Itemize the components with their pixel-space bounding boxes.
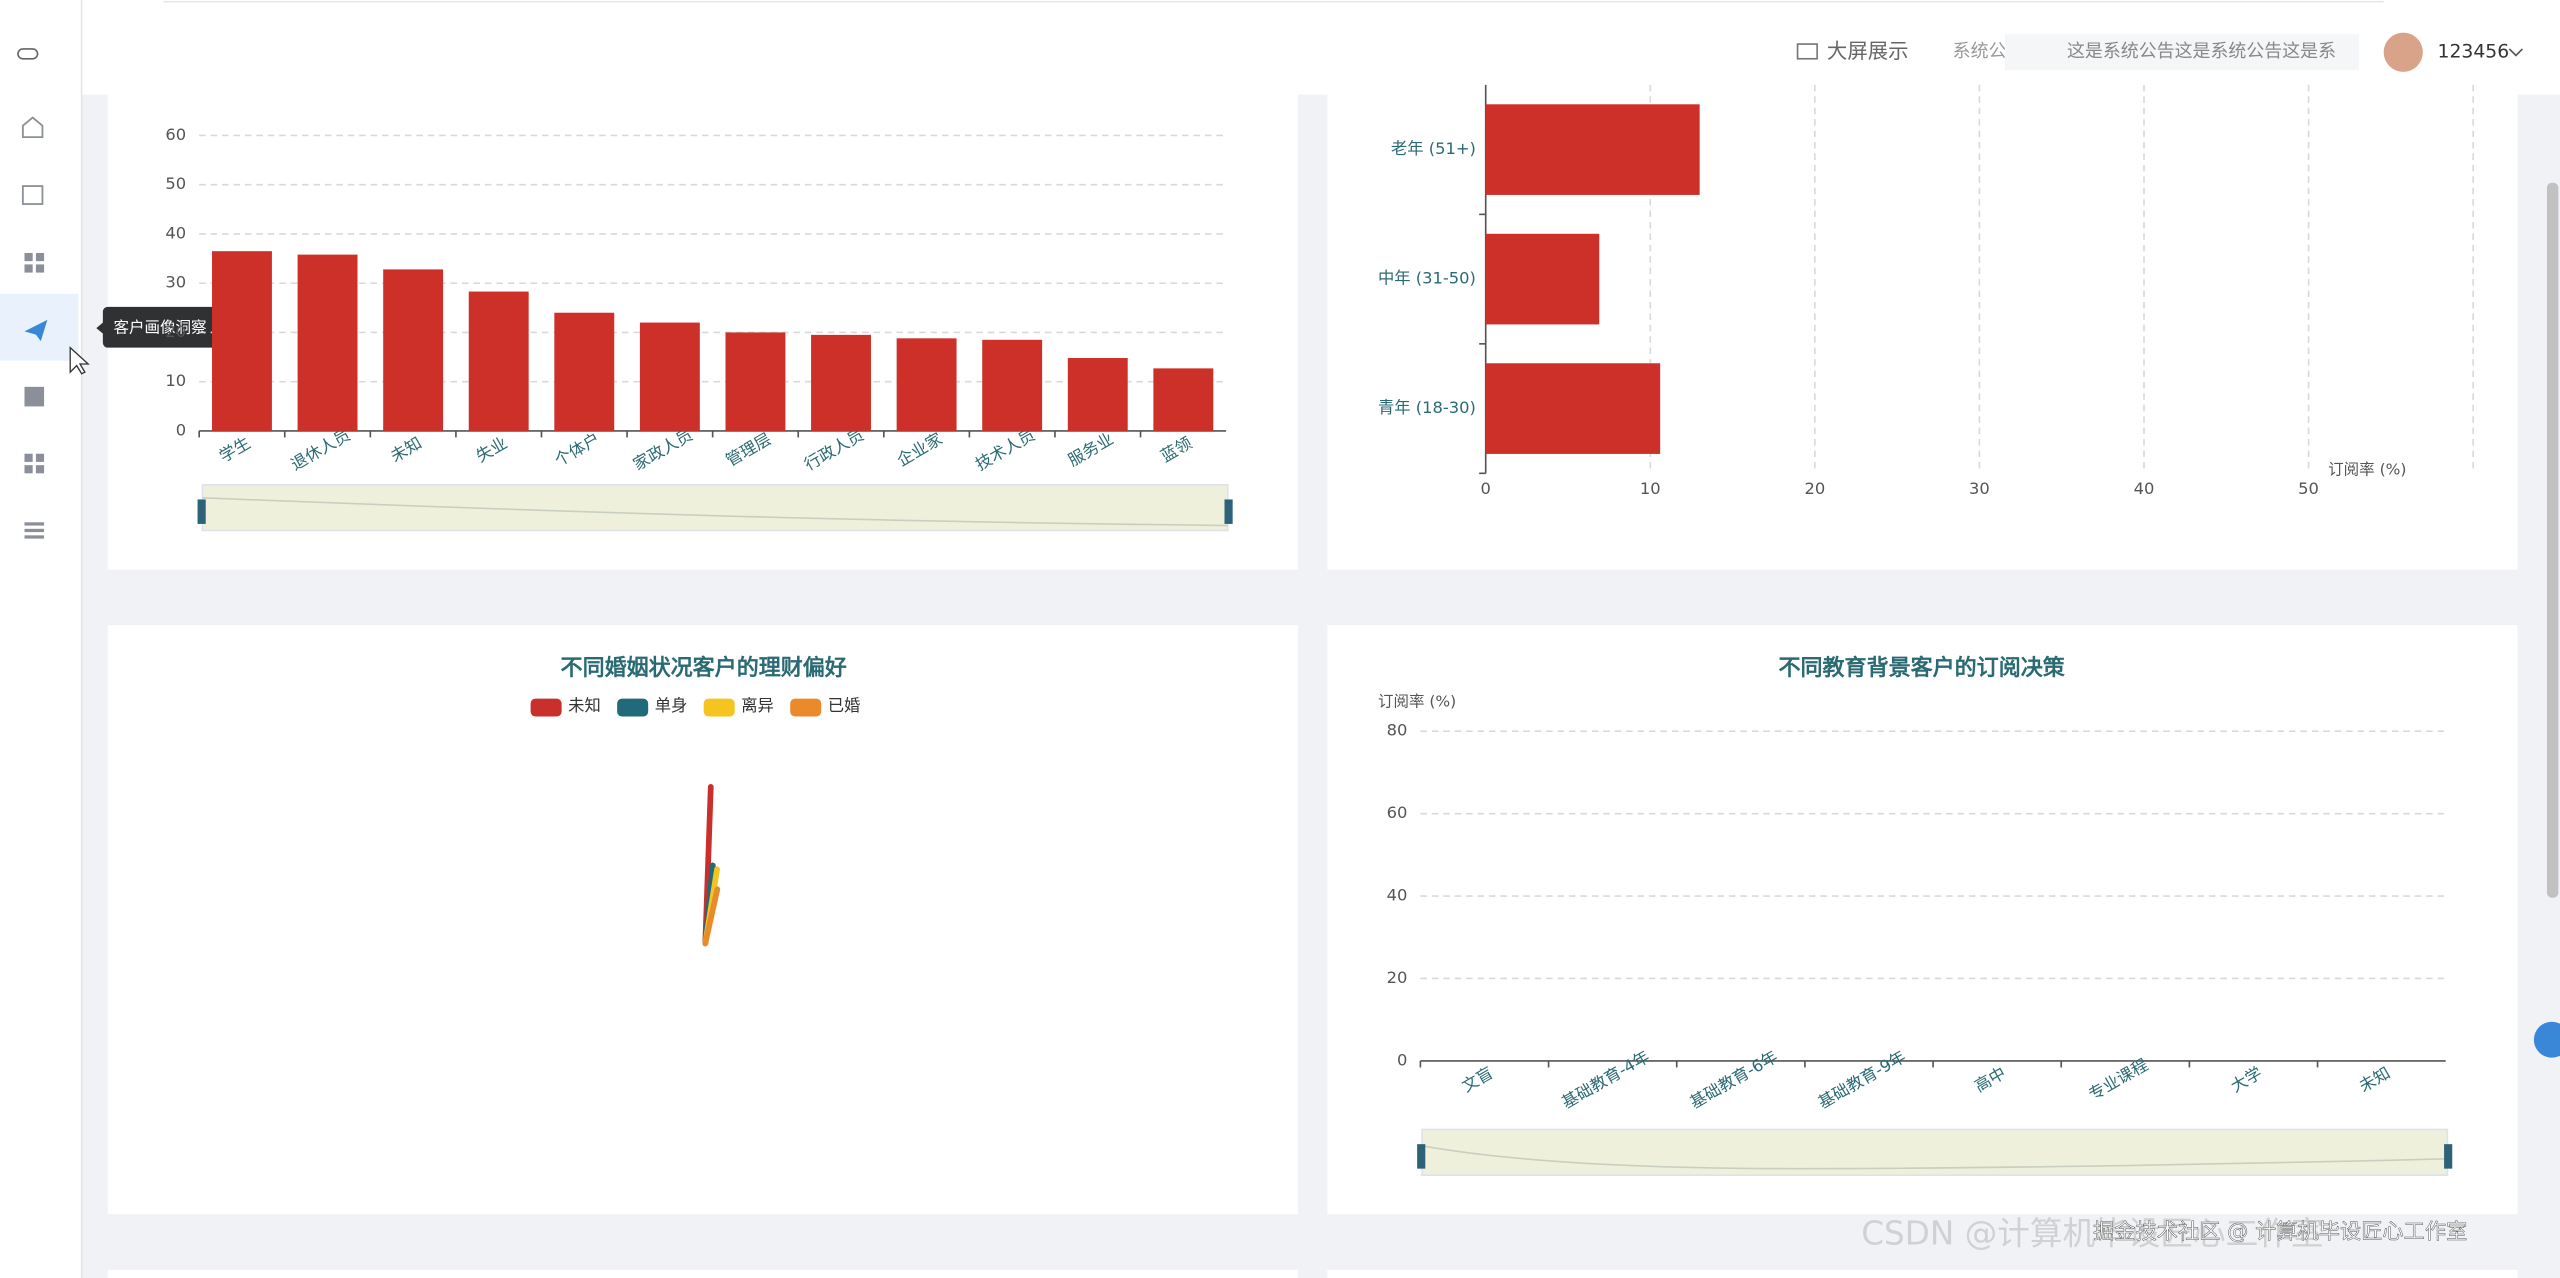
legend-swatch <box>617 698 649 717</box>
screen-button[interactable]: 大屏展示 <box>1827 39 1909 63</box>
screen-icon <box>1796 43 1818 60</box>
y-tick-label: 20 <box>165 322 186 341</box>
bar <box>554 312 615 431</box>
x-tick-label: 50 <box>2298 479 2319 498</box>
data-zoom[interactable] <box>1417 1128 2453 1176</box>
y-tick-label: 20 <box>1387 968 1408 987</box>
watermark: 掘金技术社区 @ 计算机毕设匠心工作室 <box>2093 1219 2467 1244</box>
notice-box <box>2004 34 2360 71</box>
menu-icon[interactable] <box>24 453 33 462</box>
legend-label: 单身 <box>655 696 688 715</box>
y-tick-label: 60 <box>165 125 186 144</box>
notice-text: 这是系统公告这是系统公告这是系 <box>2067 41 2336 62</box>
polar-bar <box>702 886 721 947</box>
menu-icon[interactable] <box>21 116 44 139</box>
y-tick-label: 80 <box>1387 721 1408 740</box>
y-axis-label: 订阅率 (%) <box>1378 692 1456 710</box>
y-tick-label: 10 <box>165 371 186 390</box>
bar <box>1067 358 1128 431</box>
bar <box>383 269 444 431</box>
legend-label: 离异 <box>741 696 774 715</box>
legend-swatch <box>703 698 735 717</box>
menu-icon[interactable] <box>24 319 48 342</box>
bar <box>725 332 786 431</box>
tooltip <box>102 306 218 348</box>
x-tick-label: 0 <box>1481 479 1491 498</box>
bar <box>468 291 529 431</box>
chart-title: 不同婚姻状况客户的理财偏好 <box>561 655 847 681</box>
x-tick-label: 20 <box>1804 479 1825 498</box>
data-zoom[interactable] <box>197 483 1233 532</box>
legend-label: 未知 <box>568 696 601 715</box>
y-tick-label: 青年 (18-30) <box>1378 398 1476 417</box>
sidebar <box>0 0 82 1278</box>
bar <box>212 251 272 431</box>
legend-label: 已婚 <box>828 696 861 715</box>
legend-swatch <box>790 698 822 717</box>
scrollbar[interactable] <box>2546 182 2559 898</box>
card <box>107 625 1298 1215</box>
dropdown-icon[interactable] <box>2508 48 2524 57</box>
watermark: CSDN @计算机毕设匠心工作室 <box>1861 1215 2323 1253</box>
bar <box>1485 363 1661 454</box>
y-tick-label: 30 <box>165 273 186 292</box>
collapse-toggle[interactable] <box>17 48 39 60</box>
bar <box>896 338 957 431</box>
cursor <box>69 346 90 375</box>
card <box>107 1269 1298 1278</box>
x-tick-label: 40 <box>2134 479 2155 498</box>
x-tick-label: 30 <box>1969 479 1990 498</box>
y-tick-label: 老年 (51+) <box>1391 139 1476 158</box>
x-axis-label: 订阅率 (%) <box>2328 461 2406 479</box>
y-tick-label: 中年 (31-50) <box>1378 269 1476 288</box>
y-tick-label: 40 <box>1387 886 1408 905</box>
y-tick-label: 0 <box>176 420 186 439</box>
username[interactable]: 123456 <box>2438 42 2510 63</box>
menu-icon[interactable] <box>21 185 44 205</box>
y-tick-label: 50 <box>165 174 186 193</box>
legend-swatch <box>530 698 562 717</box>
bar <box>1485 233 1600 325</box>
chart-title: 不同教育背景客户的订阅决策 <box>1779 655 2066 681</box>
bar <box>1485 104 1700 195</box>
bar <box>811 334 871 431</box>
card <box>1327 625 2518 1215</box>
card <box>1327 1269 2518 1278</box>
y-tick-label: 40 <box>165 223 186 242</box>
avatar[interactable] <box>2383 32 2423 72</box>
bar <box>297 254 358 431</box>
y-tick-label: 60 <box>1387 803 1408 822</box>
bar <box>639 322 700 431</box>
bar <box>982 339 1043 431</box>
menu-icon[interactable] <box>24 252 33 262</box>
menu-icon[interactable] <box>24 522 45 526</box>
x-tick-label: 10 <box>1640 479 1661 498</box>
y-tick-label: 0 <box>1397 1050 1407 1069</box>
bar <box>1153 368 1214 431</box>
menu-icon[interactable] <box>24 386 45 407</box>
float-button[interactable] <box>2533 1021 2560 1058</box>
tooltip-text: 客户画像洞察 <box>113 319 206 337</box>
